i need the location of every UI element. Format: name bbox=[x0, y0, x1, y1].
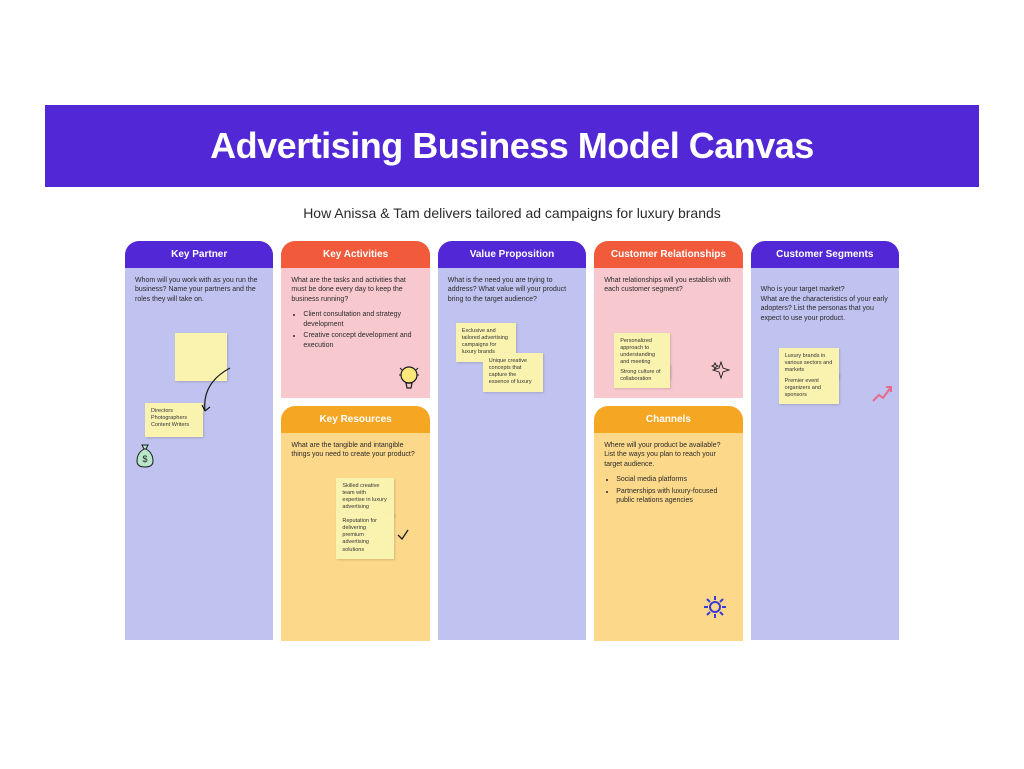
trending-arrow-icon bbox=[871, 383, 893, 405]
header-partner: Key Partner bbox=[125, 241, 273, 268]
lightbulb-icon bbox=[398, 364, 420, 392]
body-value: What is the need you are trying to addre… bbox=[438, 268, 586, 640]
body-partner: Whom will you work with as you run the b… bbox=[125, 268, 273, 640]
svg-text:$: $ bbox=[142, 454, 147, 464]
card-activities: Key Activities What are the tasks and ac… bbox=[281, 241, 429, 398]
header-segments: Customer Segments bbox=[751, 241, 899, 268]
body-relationships: What relationships will you establish wi… bbox=[594, 268, 742, 398]
title-banner: Advertising Business Model Canvas bbox=[45, 105, 979, 187]
subtitle: How Anissa & Tam delivers tailored ad ca… bbox=[45, 205, 979, 221]
desc-value: What is the need you are trying to addre… bbox=[448, 276, 576, 304]
col-partner: Key Partner Whom will you work with as y… bbox=[125, 241, 273, 641]
body-activities: What are the tasks and activities that m… bbox=[281, 268, 429, 398]
card-value: Value Proposition What is the need you a… bbox=[438, 241, 586, 641]
canvas-root: Advertising Business Model Canvas How An… bbox=[0, 0, 1024, 661]
check-icon bbox=[396, 528, 410, 542]
title-text: Advertising Business Model Canvas bbox=[210, 125, 814, 166]
col-value: Value Proposition What is the need you a… bbox=[438, 241, 586, 641]
body-resources: What are the tangible and intangible thi… bbox=[281, 433, 429, 641]
desc-resources: What are the tangible and intangible thi… bbox=[291, 441, 419, 460]
desc-partner: Whom will you work with as you run the b… bbox=[135, 276, 263, 304]
col-rel-channels: Customer Relationships What relationship… bbox=[594, 241, 742, 641]
desc-segments: Who is your target market? What are the … bbox=[761, 285, 889, 323]
bmc-grid: Key Partner Whom will you work with as y… bbox=[45, 241, 979, 641]
sticky-partner-roles: Directors Photographers Content Writers bbox=[145, 403, 203, 437]
channel-item: Social media platforms bbox=[616, 475, 732, 484]
activity-item: Creative concept development and executi… bbox=[303, 331, 419, 350]
sticky-rel-2: Strong culture of collaboration bbox=[614, 364, 670, 388]
sticky-resources-1: Skilled creative team with expertise in … bbox=[336, 478, 394, 517]
header-relationships: Customer Relationships bbox=[594, 241, 742, 268]
list-activities: Client consultation and strategy develop… bbox=[303, 310, 419, 350]
sticky-value-2: Unique creative concepts that capture th… bbox=[483, 353, 543, 392]
body-channels: Where will your product be available? Li… bbox=[594, 433, 742, 641]
curve-arrow-icon bbox=[200, 363, 240, 413]
desc-activities: What are the tasks and activities that m… bbox=[291, 276, 419, 304]
body-segments: Who is your target market? What are the … bbox=[751, 268, 899, 640]
sparkle-icon bbox=[711, 360, 731, 380]
card-partner: Key Partner Whom will you work with as y… bbox=[125, 241, 273, 641]
card-segments: Customer Segments Who is your target mar… bbox=[751, 241, 899, 641]
col-activities-resources: Key Activities What are the tasks and ac… bbox=[281, 241, 429, 641]
desc-channels: Where will your product be available? Li… bbox=[604, 441, 732, 469]
col-segments: Customer Segments Who is your target mar… bbox=[751, 241, 899, 641]
activity-item: Client consultation and strategy develop… bbox=[303, 310, 419, 329]
header-channels: Channels bbox=[594, 406, 742, 433]
gear-icon bbox=[701, 593, 729, 621]
sticky-seg-2: Premier event organizers and sponsors bbox=[779, 373, 839, 404]
channel-item: Partnerships with luxury-focused public … bbox=[616, 487, 732, 506]
header-resources: Key Resources bbox=[281, 406, 429, 433]
card-relationships: Customer Relationships What relationship… bbox=[594, 241, 742, 398]
moneybag-icon: $ bbox=[134, 443, 156, 469]
list-channels: Social media platforms Partnerships with… bbox=[616, 475, 732, 505]
card-resources: Key Resources What are the tangible and … bbox=[281, 406, 429, 641]
card-channels: Channels Where will your product be avai… bbox=[594, 406, 742, 641]
header-value: Value Proposition bbox=[438, 241, 586, 268]
desc-relationships: What relationships will you establish wi… bbox=[604, 276, 732, 295]
sticky-resources-2: Reputation for delivering premium advert… bbox=[336, 513, 394, 559]
header-activities: Key Activities bbox=[281, 241, 429, 268]
